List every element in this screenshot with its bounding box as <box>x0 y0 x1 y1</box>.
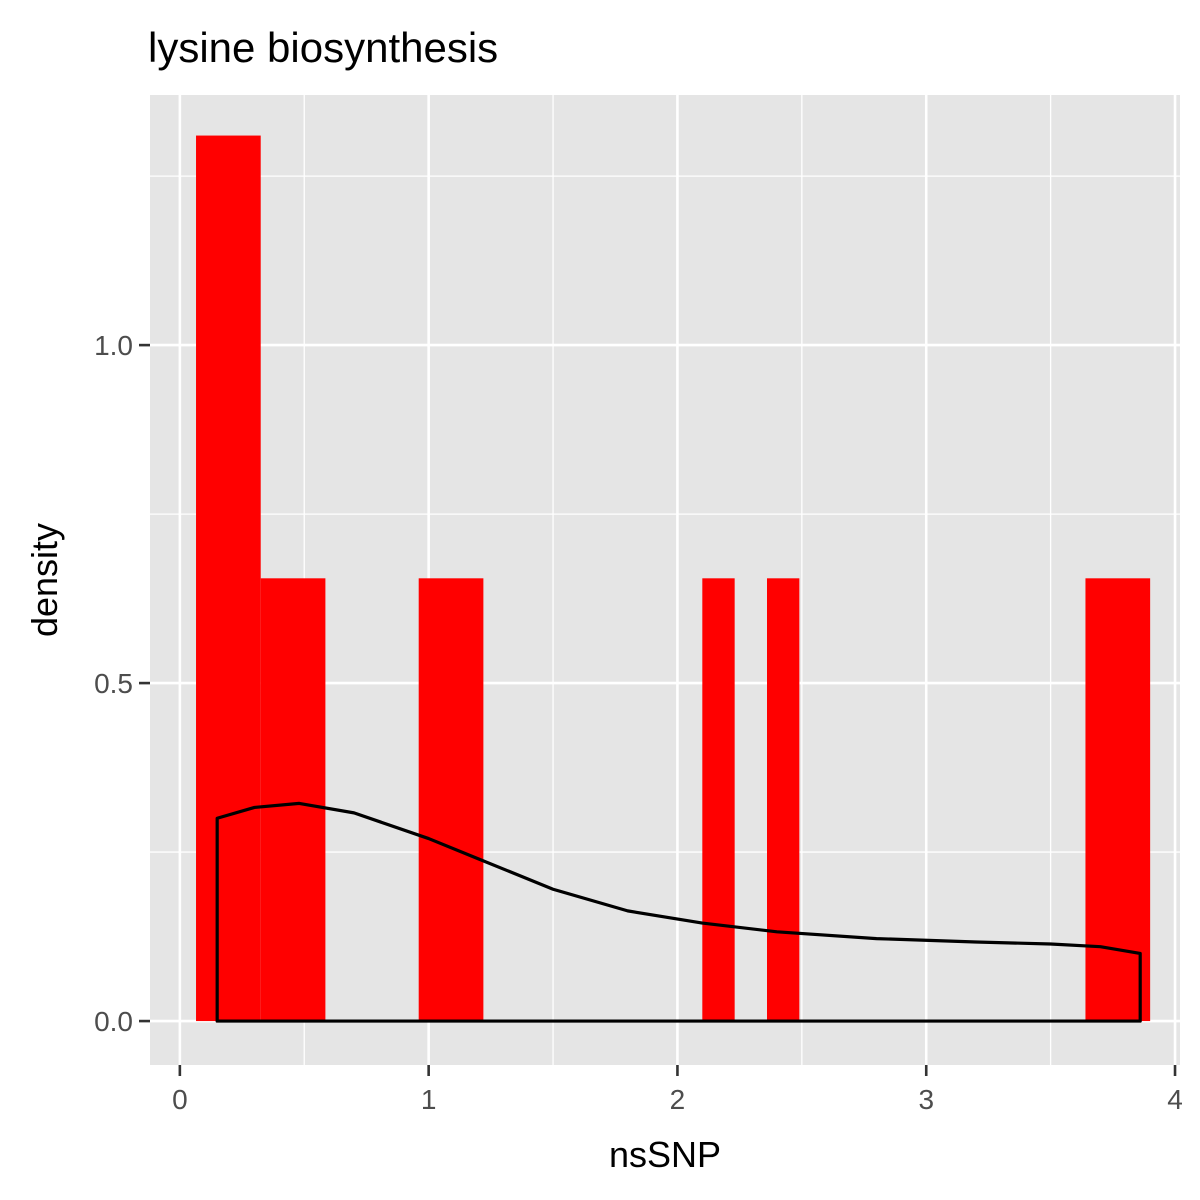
y-axis: 0.0 0.5 1.0 <box>94 330 150 1037</box>
y-tick-label: 0.5 <box>94 668 133 699</box>
histogram-bar <box>260 578 326 1022</box>
density-curve <box>215 801 1142 1023</box>
histogram-bar <box>196 135 261 1022</box>
histogram-bar <box>418 578 484 1022</box>
x-axis: 0 1 2 3 4 <box>172 1065 1183 1115</box>
x-tick-label: 2 <box>670 1084 686 1115</box>
x-tick-label: 3 <box>918 1084 934 1115</box>
major-gridlines <box>150 95 1180 1065</box>
minor-gridlines <box>150 95 1180 1065</box>
y-axis-title: density <box>24 523 65 637</box>
chart-title: lysine biosynthesis <box>148 24 498 71</box>
histogram-bar <box>767 578 800 1022</box>
y-tick-label: 0.0 <box>94 1006 133 1037</box>
x-tick-label: 0 <box>172 1084 188 1115</box>
x-tick-label: 4 <box>1167 1084 1183 1115</box>
histogram-bars <box>196 135 1151 1022</box>
y-tick-label: 1.0 <box>94 330 133 361</box>
histogram-bar <box>702 578 735 1022</box>
x-tick-label: 1 <box>421 1084 437 1115</box>
x-axis-title: nsSNP <box>609 1134 721 1175</box>
